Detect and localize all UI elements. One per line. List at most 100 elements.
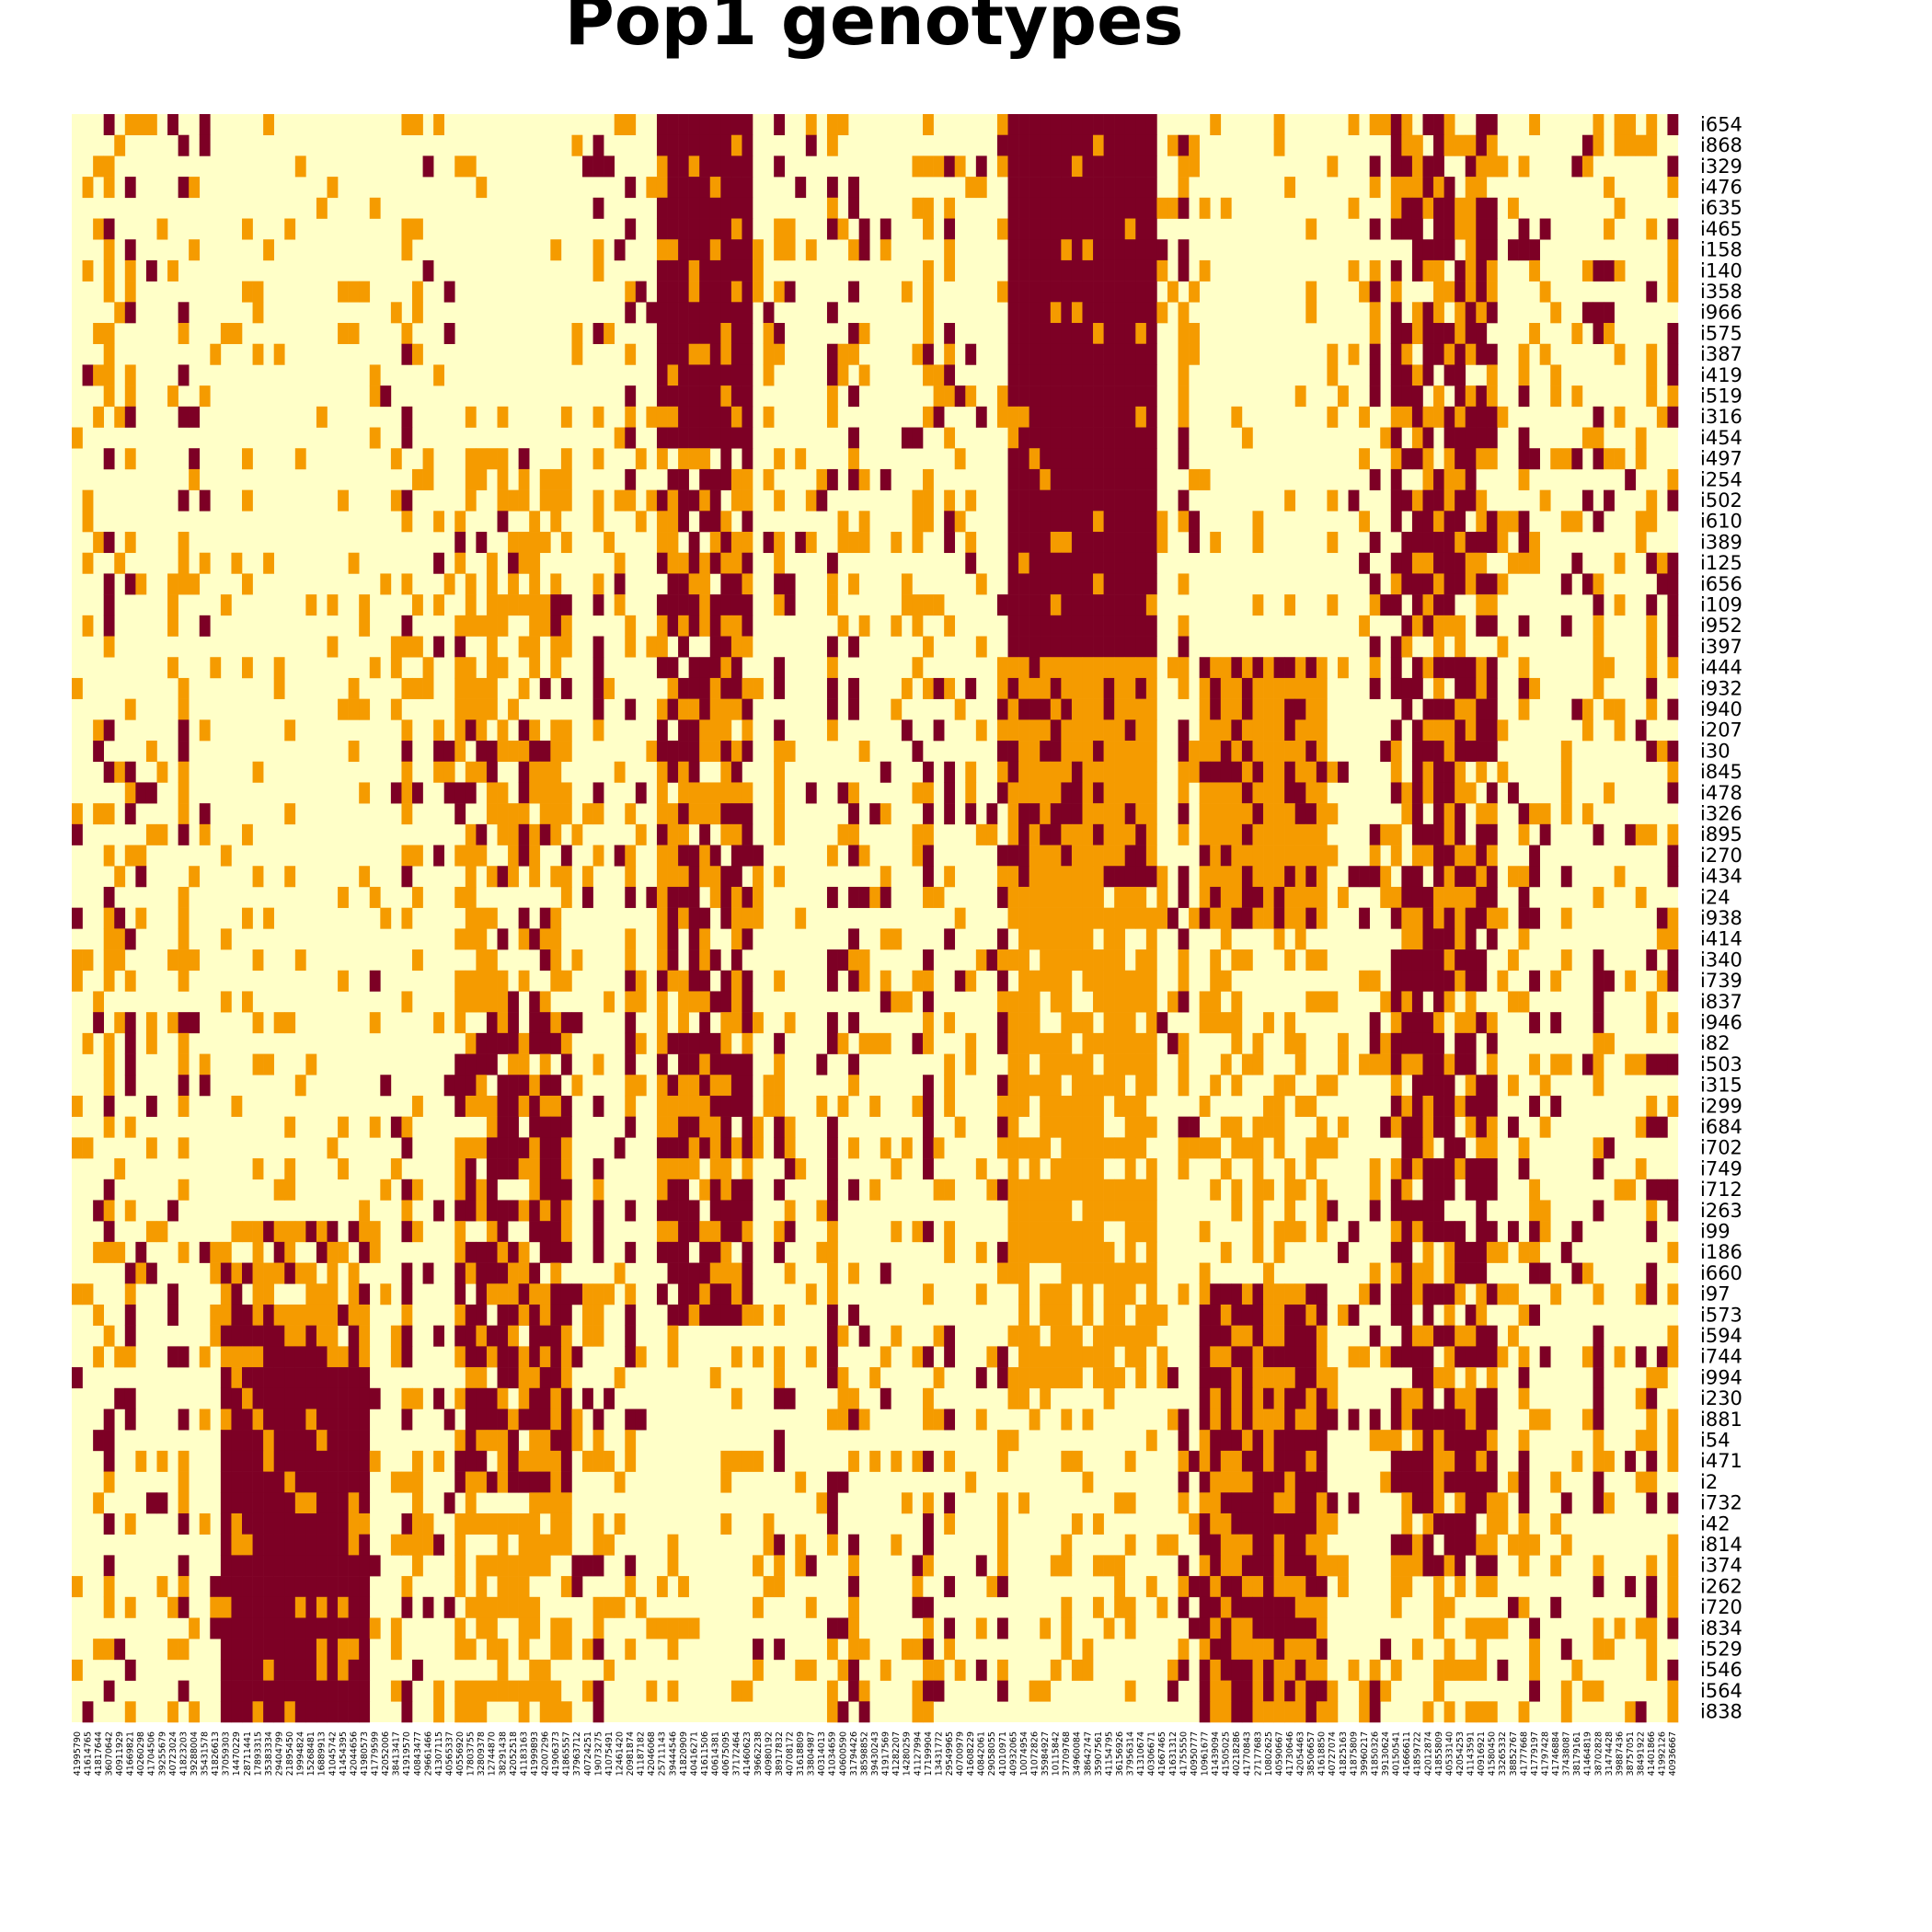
- heatmap-cell: [635, 1075, 647, 1097]
- heatmap-cell: [1550, 1471, 1562, 1493]
- heatmap-cell: [560, 1492, 572, 1514]
- heatmap-cell: [1518, 364, 1530, 386]
- heatmap-cell: [518, 594, 530, 616]
- heatmap-cell: [1124, 1262, 1136, 1284]
- heatmap-cell: [837, 1032, 849, 1054]
- heatmap-cell: [539, 1346, 551, 1368]
- heatmap-cell: [1390, 364, 1402, 386]
- heatmap-cell: [1455, 1387, 1466, 1409]
- heatmap-cell: [656, 1158, 668, 1180]
- heatmap-cell: [1411, 1158, 1423, 1180]
- heatmap-cell: [1465, 886, 1477, 908]
- heatmap-cell: [273, 1701, 285, 1723]
- heatmap-cell: [1560, 1639, 1572, 1661]
- heatmap-cell: [1145, 677, 1157, 699]
- heatmap-cell: [1114, 657, 1126, 679]
- heatmap-cell: [1103, 343, 1115, 365]
- heatmap-cell: [242, 907, 253, 929]
- heatmap-cell: [145, 1492, 157, 1514]
- heatmap-cell: [912, 1346, 924, 1368]
- heatmap-cell: [1518, 1512, 1530, 1535]
- heatmap-cell: [1486, 1430, 1498, 1452]
- heatmap-cell: [1007, 385, 1019, 408]
- heatmap-cell: [1018, 1304, 1029, 1326]
- heatmap-cell: [1220, 1283, 1232, 1305]
- heatmap-cell: [263, 1555, 274, 1577]
- heatmap-cell: [1135, 845, 1147, 867]
- heatmap-cell: [476, 1555, 488, 1577]
- heatmap-cell: [242, 1639, 253, 1661]
- heatmap-cell: [826, 1409, 838, 1431]
- heatmap-cell: [252, 1659, 264, 1681]
- heatmap-cell: [923, 302, 934, 324]
- heatmap-cell: [1486, 343, 1498, 365]
- heatmap-cell: [1433, 1555, 1444, 1577]
- heatmap-cell: [1220, 1639, 1232, 1661]
- heatmap-cell: [742, 594, 753, 616]
- heatmap-cell: [1231, 782, 1243, 804]
- heatmap-cell: [1646, 949, 1658, 972]
- heatmap-cell: [1189, 1137, 1200, 1159]
- heatmap-cell: [1220, 1387, 1232, 1409]
- heatmap-cell: [305, 1367, 317, 1389]
- heatmap-cell: [688, 741, 700, 763]
- heatmap-cell: [1061, 448, 1073, 470]
- heatmap-cell: [1124, 259, 1136, 282]
- heatmap-cell: [1082, 1221, 1094, 1243]
- heatmap-cell: [1316, 1200, 1328, 1222]
- heatmap-cell: [1241, 1471, 1253, 1493]
- heatmap-cell: [1114, 761, 1126, 783]
- heatmap-cell: [837, 114, 849, 135]
- heatmap-cell: [465, 594, 477, 616]
- heatmap-cell: [1103, 845, 1115, 867]
- heatmap-cell: [826, 1512, 838, 1535]
- heatmap-cell: [1231, 1137, 1243, 1159]
- heatmap-cell: [592, 1179, 604, 1201]
- heatmap-cell: [678, 343, 689, 365]
- heatmap-cell: [1294, 677, 1306, 699]
- heatmap-cell: [316, 1409, 328, 1431]
- heatmap-cell: [1178, 302, 1190, 324]
- heatmap-cell: [1082, 489, 1094, 512]
- heatmap-cell: [975, 1158, 987, 1180]
- heatmap-cell: [359, 1325, 371, 1347]
- heatmap-cell: [1486, 259, 1498, 282]
- heatmap-cell: [1656, 1053, 1668, 1075]
- heatmap-cell: [1156, 1534, 1168, 1556]
- heatmap-cell: [625, 1639, 637, 1661]
- heatmap-cell: [1178, 197, 1190, 219]
- heatmap-cell: [1061, 1200, 1073, 1222]
- heatmap-cell: [688, 364, 700, 386]
- heatmap-cell: [688, 302, 700, 324]
- heatmap-cell: [774, 239, 786, 261]
- heatmap-cell: [1029, 741, 1041, 763]
- heatmap-cell: [858, 511, 870, 533]
- heatmap-cell: [103, 907, 115, 929]
- heatmap-cell: [656, 552, 668, 574]
- heatmap-cell: [923, 1701, 934, 1723]
- heatmap-cell: [1145, 323, 1157, 345]
- heatmap-cell: [1443, 1075, 1455, 1097]
- heatmap-cell: [667, 406, 679, 428]
- heatmap-cell: [1145, 657, 1157, 679]
- heatmap-cell: [529, 1534, 541, 1556]
- heatmap-cell: [1486, 1409, 1498, 1431]
- heatmap-cell: [678, 636, 689, 658]
- heatmap-cell: [1050, 281, 1062, 303]
- heatmap-cell: [1529, 323, 1540, 345]
- heatmap-cell: [348, 1617, 360, 1639]
- heatmap-cell: [273, 1555, 285, 1577]
- heatmap-cell: [560, 886, 572, 908]
- heatmap-cell: [1327, 155, 1339, 178]
- heatmap-cell: [1103, 177, 1115, 199]
- heatmap-cell: [72, 1283, 83, 1305]
- heatmap-cell: [1294, 907, 1306, 929]
- heatmap-cell: [1422, 823, 1434, 845]
- heatmap-cell: [1581, 1262, 1593, 1284]
- heatmap-cell: [401, 427, 413, 449]
- heatmap-cell: [1422, 1555, 1434, 1577]
- heatmap-cell: [1178, 1158, 1190, 1180]
- heatmap-cell: [1050, 1075, 1062, 1097]
- heatmap-cell: [550, 1032, 562, 1054]
- heatmap-cell: [348, 1659, 360, 1681]
